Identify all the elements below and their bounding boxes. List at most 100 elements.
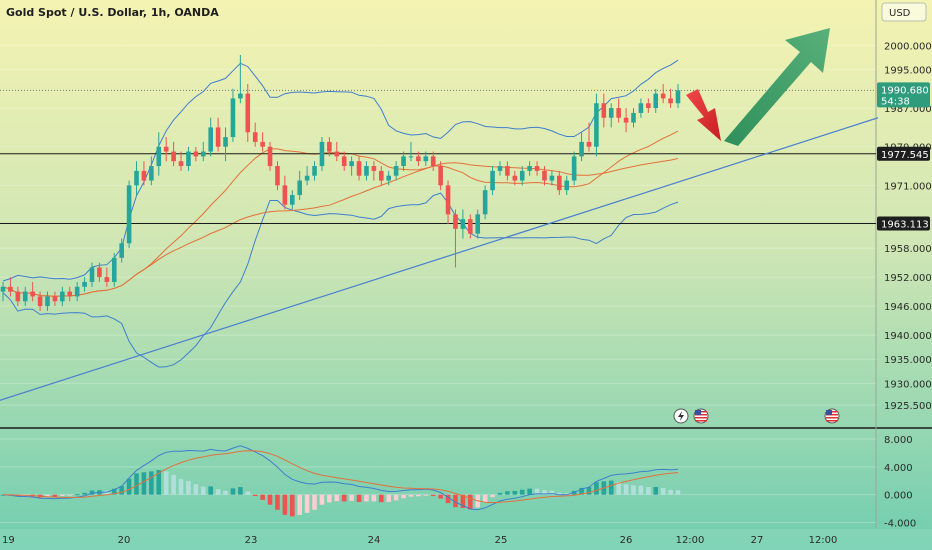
candle-body <box>282 185 288 205</box>
macd-histogram-bar <box>89 490 95 495</box>
macd-histogram-bar <box>423 494 429 496</box>
macd-tick-label: 0.000 <box>884 491 913 502</box>
macd-histogram-bar <box>542 490 547 495</box>
candle <box>623 108 629 133</box>
candle-body <box>37 296 43 307</box>
candle-body <box>475 214 481 234</box>
macd-histogram-bar <box>149 471 154 495</box>
candle-body <box>119 243 124 258</box>
upper-level-badge: 1977.545 <box>877 146 930 161</box>
candle-body <box>334 151 340 157</box>
macd-histogram-bar <box>564 493 570 495</box>
candle <box>97 262 102 282</box>
candle <box>468 214 473 239</box>
macd-histogram-bar <box>327 494 332 503</box>
macd-histogram-bar <box>111 488 117 495</box>
candle-body <box>631 112 636 123</box>
us-flag-icon[interactable] <box>824 408 840 424</box>
macd-histogram-bar <box>438 494 443 499</box>
candle <box>15 286 21 307</box>
macd-histogram-bar <box>549 490 555 495</box>
time-tick-label: 26 <box>620 535 633 546</box>
macd-histogram-bar <box>208 486 213 495</box>
time-tick-label: 24 <box>368 535 381 546</box>
trendline-layer <box>0 117 879 401</box>
macd-histogram-bar <box>623 484 629 495</box>
candle-body <box>74 286 80 297</box>
candle-body <box>223 137 228 147</box>
candle <box>30 281 35 302</box>
candle <box>193 146 199 162</box>
candle <box>445 180 451 224</box>
candle <box>134 161 139 196</box>
currency-button[interactable]: USD <box>881 2 927 22</box>
candle <box>490 166 495 196</box>
candle-body <box>364 166 369 176</box>
macd-histogram-bar <box>631 485 636 495</box>
time-tick-label: 12:00 <box>809 535 838 546</box>
candle-body <box>252 132 258 142</box>
macd-histogram-bar <box>557 492 562 495</box>
candle-body <box>327 141 332 152</box>
candle-body <box>557 175 562 191</box>
candle-body <box>60 291 65 302</box>
candle <box>564 175 570 196</box>
bollinger-bands <box>2 59 679 368</box>
candle-body <box>579 141 584 157</box>
candle-body <box>22 291 28 302</box>
candle <box>579 132 584 162</box>
bb-upper-band <box>2 59 679 282</box>
candle <box>230 88 236 142</box>
last-price-badge-text: 54:38 <box>881 96 910 107</box>
flash-icon[interactable] <box>673 408 689 424</box>
candle-body <box>186 151 191 167</box>
candle-body <box>653 93 659 109</box>
candle-body <box>30 291 35 297</box>
candle-body <box>594 103 599 147</box>
macd-histogram-bar <box>312 494 317 510</box>
signal-line <box>2 450 679 504</box>
candle <box>393 161 399 181</box>
candle <box>267 141 273 171</box>
candle <box>386 170 392 186</box>
candle <box>208 117 213 157</box>
macd-pane <box>0 445 681 517</box>
price-tick-label: 1995.000 <box>884 65 932 76</box>
candle <box>460 209 466 239</box>
candle <box>37 291 43 311</box>
macd-histogram-bar <box>156 470 162 495</box>
candle <box>364 161 369 181</box>
candle-body <box>52 296 58 302</box>
macd-histogram-bar <box>594 482 599 495</box>
candle <box>601 93 607 128</box>
candle <box>341 151 347 171</box>
candle-body <box>67 291 73 297</box>
candle <box>356 156 362 181</box>
candle-body <box>586 141 592 147</box>
trendline[interactable] <box>0 117 879 401</box>
candle-body <box>230 98 236 138</box>
candle <box>549 170 555 186</box>
candle <box>45 291 50 311</box>
time-axis-bg <box>0 529 932 550</box>
candle <box>586 122 592 152</box>
candle <box>616 98 621 123</box>
macd-histogram-bar <box>675 490 681 495</box>
macd-histogram-bar <box>445 494 451 504</box>
macd-histogram-bar <box>163 471 169 495</box>
macd-histogram-bar <box>512 490 518 495</box>
macd-histogram-bar <box>668 489 673 495</box>
macd-histogram-bar <box>534 488 540 495</box>
candle-body <box>319 141 325 167</box>
macd-histogram-bar <box>52 494 58 498</box>
candle-body <box>490 170 495 191</box>
candle-body <box>512 175 518 181</box>
event-icons <box>673 408 840 424</box>
candle-body <box>675 90 681 104</box>
us-flag-icon[interactable] <box>693 408 709 424</box>
macd-histogram-bar <box>660 488 666 495</box>
candle <box>238 54 243 104</box>
macd-histogram-bar <box>408 494 414 497</box>
arrow-down-icon <box>686 89 721 141</box>
